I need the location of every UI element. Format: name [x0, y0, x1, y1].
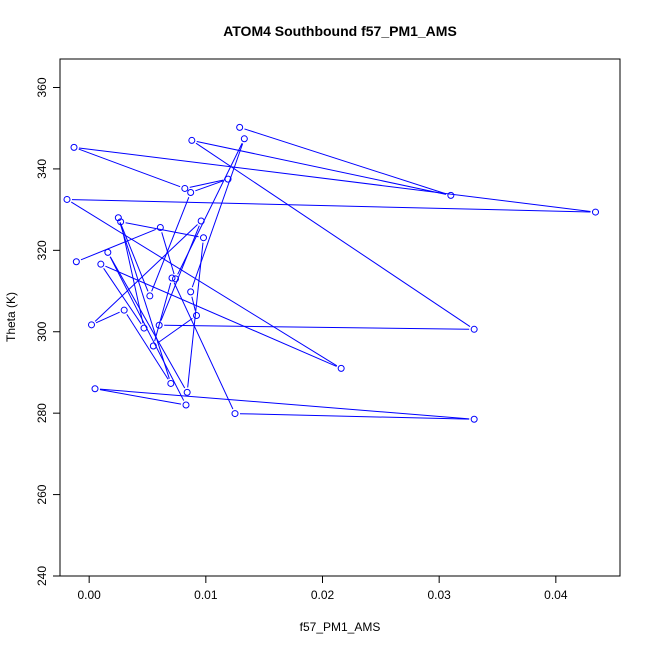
- data-point: [183, 388, 191, 396]
- series-segment: [119, 222, 149, 292]
- data-point: [470, 325, 478, 333]
- data-point: [240, 135, 248, 143]
- data-point: [182, 401, 190, 409]
- data-point: [200, 234, 207, 242]
- data-point: [149, 342, 157, 350]
- data-point: [140, 324, 148, 332]
- data-point: [337, 364, 345, 372]
- series-segment: [189, 179, 224, 188]
- data-point: [91, 385, 99, 393]
- series-segment: [177, 143, 243, 275]
- series-segment: [71, 199, 591, 213]
- data-point: [70, 143, 78, 151]
- data-point: [181, 184, 189, 192]
- data-point: [470, 415, 478, 423]
- data-point: [72, 258, 80, 266]
- x-tick-label: 0.03: [427, 588, 451, 602]
- data-point: [155, 321, 163, 329]
- chart-title: ATOM4 Southbound f57_PM1_AMS: [223, 23, 457, 39]
- y-axis: 240 260 280 300 320 340 360: [35, 77, 61, 586]
- data-point: [146, 292, 154, 300]
- x-axis-label: f57_PM1_AMS: [300, 620, 381, 634]
- data-point: [172, 275, 179, 283]
- y-axis-label: Theta (K): [4, 292, 18, 342]
- series-segment: [94, 224, 198, 322]
- data-point: [231, 410, 239, 418]
- series-segment: [78, 148, 181, 188]
- data-point: [114, 214, 122, 222]
- y-tick-label: 320: [35, 240, 49, 260]
- data-point: [168, 274, 176, 282]
- y-tick-label: 260: [35, 484, 49, 504]
- data-point: [97, 260, 105, 268]
- data-point: [63, 195, 71, 203]
- data-point: [88, 321, 95, 329]
- data-point: [188, 136, 196, 144]
- series-segment: [126, 314, 169, 380]
- data-point: [167, 379, 175, 387]
- data-point: [197, 217, 205, 225]
- data-point: [592, 208, 599, 216]
- series-segment: [119, 222, 170, 379]
- series-line-group: [70, 128, 591, 420]
- series-segment: [195, 142, 471, 327]
- x-tick-label: 0.02: [311, 588, 335, 602]
- series-segment: [173, 282, 234, 410]
- series-segment: [105, 265, 337, 367]
- series-segment: [161, 232, 175, 275]
- data-point: [236, 123, 244, 131]
- series-segment: [109, 256, 186, 389]
- y-tick-label: 300: [35, 321, 49, 341]
- series-segment: [151, 196, 190, 292]
- series-segment: [160, 225, 200, 321]
- series-segment: [99, 389, 182, 405]
- data-point: [193, 311, 200, 319]
- series-segment: [187, 242, 204, 388]
- data-point: [156, 224, 164, 232]
- y-tick-label: 360: [35, 77, 49, 97]
- x-tick-label: 0.04: [544, 588, 568, 602]
- series-segment: [191, 296, 196, 311]
- series-segment: [195, 180, 224, 192]
- data-point: [187, 288, 195, 296]
- y-tick-label: 280: [35, 403, 49, 423]
- data-point: [117, 218, 125, 226]
- series-segment: [70, 201, 338, 367]
- data-point: [224, 175, 232, 183]
- data-points-group: [63, 123, 599, 423]
- y-tick-label: 340: [35, 159, 49, 179]
- data-point: [120, 306, 128, 314]
- series-segment: [99, 388, 470, 420]
- series-segment: [95, 311, 120, 324]
- data-point: [104, 248, 112, 256]
- series-segment: [154, 282, 172, 342]
- series-segment: [244, 128, 447, 195]
- data-point: [187, 189, 195, 197]
- series-segment: [80, 228, 156, 261]
- data-point: [447, 191, 455, 199]
- series-segment: [164, 324, 470, 330]
- series-segment: [78, 147, 591, 212]
- x-tick-label: 0.01: [194, 588, 218, 602]
- y-tick-label: 240: [35, 566, 49, 586]
- series-segment: [157, 317, 193, 344]
- series-segment: [191, 143, 244, 288]
- series-segment: [239, 413, 470, 420]
- x-tick-label: 0.00: [77, 588, 101, 602]
- x-axis: 0.00 0.01 0.02 0.03 0.04: [77, 575, 568, 602]
- series-segment: [103, 268, 142, 325]
